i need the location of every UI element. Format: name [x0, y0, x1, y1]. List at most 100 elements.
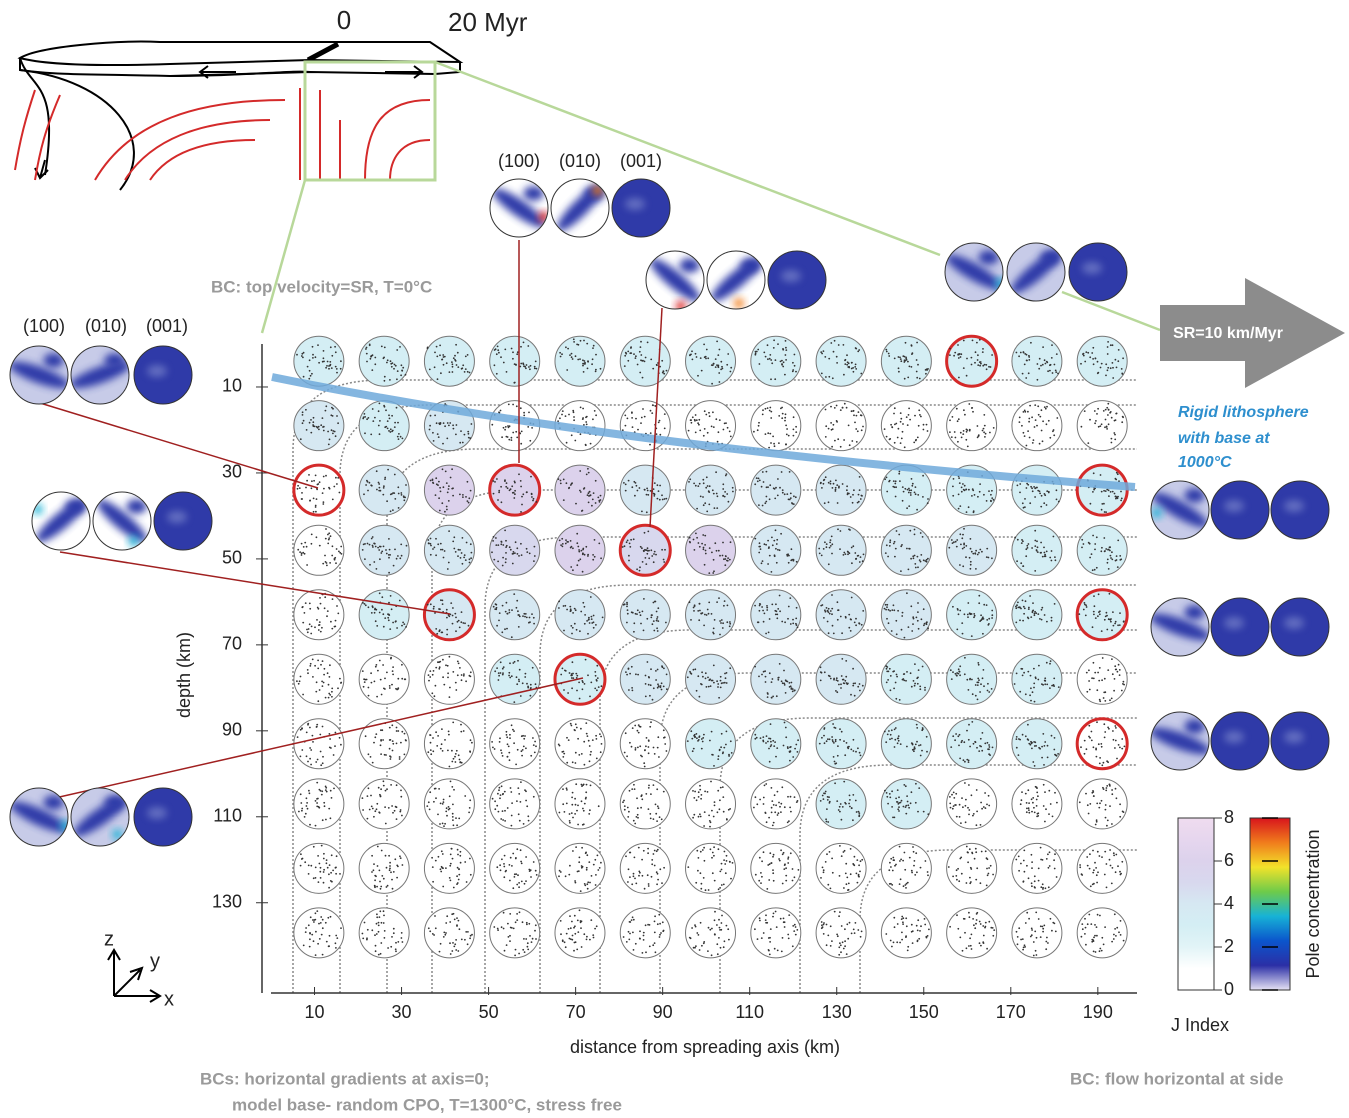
dot — [1044, 553, 1046, 556]
dot — [967, 689, 970, 691]
dot — [446, 568, 449, 570]
dot — [663, 561, 666, 563]
dot — [296, 487, 299, 490]
dot — [1049, 687, 1051, 689]
dot — [786, 493, 789, 495]
dot — [756, 429, 759, 432]
dot — [1092, 358, 1094, 360]
dot — [856, 501, 859, 504]
dot — [951, 793, 953, 796]
dot — [324, 785, 327, 788]
dot — [721, 786, 724, 788]
dot — [796, 751, 799, 753]
dot — [758, 604, 761, 607]
dot — [434, 915, 436, 917]
dot — [957, 344, 959, 346]
dot — [796, 626, 799, 629]
dot — [334, 435, 337, 438]
dot — [723, 495, 726, 498]
dot — [321, 790, 324, 793]
dot — [313, 919, 316, 921]
dot — [924, 560, 927, 562]
dot — [855, 872, 858, 875]
dot — [441, 853, 444, 855]
dot — [323, 667, 326, 670]
dot — [774, 811, 777, 814]
dot — [822, 548, 825, 550]
dot — [1117, 865, 1119, 868]
dot — [767, 486, 769, 489]
dot — [1103, 618, 1106, 621]
dot — [301, 749, 304, 751]
dot — [919, 688, 922, 691]
dot — [691, 737, 694, 740]
dot — [1044, 362, 1047, 365]
dot — [562, 478, 565, 481]
dot — [916, 341, 918, 344]
dot — [845, 802, 847, 805]
dot — [694, 790, 696, 793]
dot — [689, 541, 691, 544]
dot — [325, 786, 328, 789]
dot — [915, 782, 917, 785]
dot — [1052, 535, 1055, 538]
dot — [456, 866, 459, 869]
dot — [962, 806, 964, 809]
dot — [471, 741, 473, 744]
dot — [460, 938, 463, 941]
dot — [729, 622, 732, 625]
x-tick-label: 130 — [822, 1002, 852, 1022]
dot — [1095, 536, 1098, 539]
dot — [842, 554, 845, 556]
dot — [722, 494, 725, 497]
dot — [846, 363, 849, 366]
dot — [889, 609, 891, 612]
dot — [909, 494, 912, 496]
dot — [844, 754, 847, 757]
dot — [628, 554, 630, 557]
dot — [401, 624, 403, 627]
dot — [632, 538, 635, 541]
dot — [768, 554, 771, 557]
dot — [885, 681, 888, 684]
dot — [1049, 369, 1051, 372]
dot — [518, 678, 520, 681]
dot — [505, 485, 508, 488]
dot — [469, 671, 472, 674]
dot — [770, 571, 773, 573]
dot — [823, 734, 825, 737]
dot — [1096, 850, 1099, 853]
dot — [951, 416, 954, 418]
flow-line — [659, 672, 1137, 993]
dot — [1106, 488, 1109, 491]
dot — [447, 730, 450, 733]
dot — [296, 353, 298, 356]
dot — [717, 549, 720, 552]
dot — [391, 414, 393, 417]
dot — [522, 341, 525, 344]
dot — [504, 561, 507, 564]
dot — [637, 746, 639, 749]
dot — [530, 493, 533, 496]
dot — [456, 660, 459, 663]
dot — [718, 372, 721, 374]
dot — [501, 564, 504, 567]
dot — [696, 737, 698, 740]
dot — [783, 806, 786, 809]
dot — [700, 369, 703, 372]
x-tick-label: 110 — [735, 1002, 764, 1022]
dot — [925, 621, 928, 624]
dot — [512, 552, 515, 555]
dot — [316, 781, 319, 784]
dot — [627, 350, 630, 353]
dot — [571, 358, 574, 360]
dot — [580, 800, 583, 803]
dot — [520, 345, 522, 348]
dot — [895, 863, 897, 866]
dot — [712, 754, 714, 756]
dot — [781, 853, 784, 856]
dot — [452, 886, 455, 889]
dot — [500, 543, 503, 546]
dot — [783, 682, 786, 685]
dot — [459, 861, 462, 864]
